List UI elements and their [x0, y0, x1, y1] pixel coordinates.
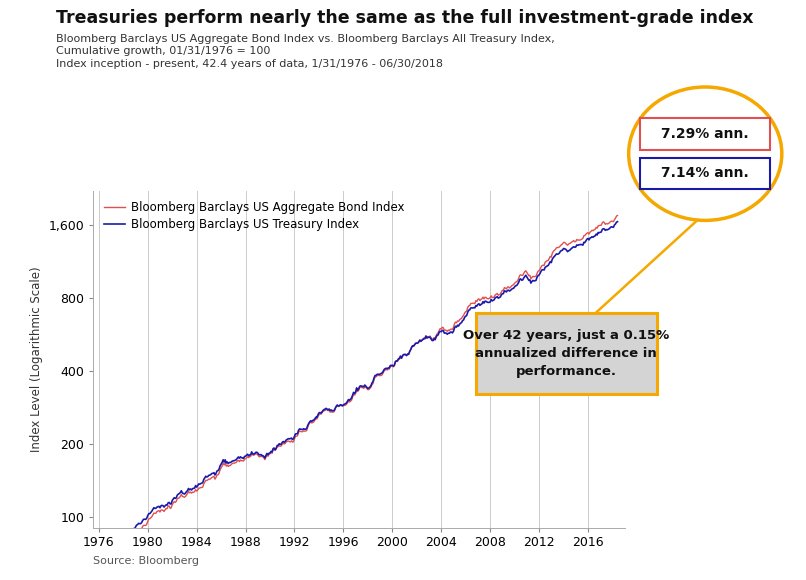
Bloomberg Barclays US Treasury Index: [613, 218, 622, 225]
FancyBboxPatch shape: [640, 118, 771, 150]
FancyBboxPatch shape: [640, 158, 771, 189]
Bloomberg Barclays US Treasury Index: [96, 543, 106, 550]
Text: Cumulative growth, 01/31/1976 = 100: Cumulative growth, 01/31/1976 = 100: [56, 46, 271, 56]
Bloomberg Barclays US Aggregate Bond Index: [453, 317, 463, 324]
Y-axis label: Index Level (Logarithmic Scale): Index Level (Logarithmic Scale): [30, 267, 43, 452]
Bloomberg Barclays US Aggregate Bond Index: [245, 453, 255, 460]
Text: Source: Bloomberg: Source: Bloomberg: [93, 556, 199, 566]
Bloomberg Barclays US Treasury Index: [384, 364, 393, 371]
Bloomberg Barclays US Aggregate Bond Index: [384, 365, 393, 372]
Bloomberg Barclays US Treasury Index: [516, 276, 526, 282]
FancyBboxPatch shape: [476, 313, 657, 394]
Bloomberg Barclays US Aggregate Bond Index: [613, 212, 622, 219]
Text: Treasuries perform nearly the same as the full investment-grade index: Treasuries perform nearly the same as th…: [56, 9, 754, 27]
Bloomberg Barclays US Aggregate Bond Index: [314, 411, 324, 418]
Text: 7.14% ann.: 7.14% ann.: [662, 166, 749, 180]
Bloomberg Barclays US Aggregate Bond Index: [96, 550, 106, 557]
Bloomberg Barclays US Treasury Index: [245, 451, 255, 458]
Text: Bloomberg Barclays US Aggregate Bond Index vs. Bloomberg Barclays All Treasury I: Bloomberg Barclays US Aggregate Bond Ind…: [56, 34, 555, 44]
Text: 7.29% ann.: 7.29% ann.: [662, 127, 749, 141]
Line: Bloomberg Barclays US Treasury Index: Bloomberg Barclays US Treasury Index: [99, 222, 617, 546]
Bloomberg Barclays US Aggregate Bond Index: [94, 550, 104, 557]
Legend: Bloomberg Barclays US Aggregate Bond Index, Bloomberg Barclays US Treasury Index: Bloomberg Barclays US Aggregate Bond Ind…: [104, 201, 405, 231]
Bloomberg Barclays US Treasury Index: [453, 322, 463, 329]
Bloomberg Barclays US Treasury Index: [94, 543, 104, 550]
Bloomberg Barclays US Treasury Index: [314, 409, 324, 416]
Bloomberg Barclays US Treasury Index: [494, 294, 504, 301]
Text: Over 42 years, just a 0.15%
annualized difference in
performance.: Over 42 years, just a 0.15% annualized d…: [463, 329, 669, 378]
Bloomberg Barclays US Aggregate Bond Index: [516, 271, 526, 278]
Line: Bloomberg Barclays US Aggregate Bond Index: Bloomberg Barclays US Aggregate Bond Ind…: [99, 216, 617, 553]
Text: Index inception - present, 42.4 years of data, 1/31/1976 - 06/30/2018: Index inception - present, 42.4 years of…: [56, 59, 443, 69]
Bloomberg Barclays US Aggregate Bond Index: [494, 291, 504, 298]
